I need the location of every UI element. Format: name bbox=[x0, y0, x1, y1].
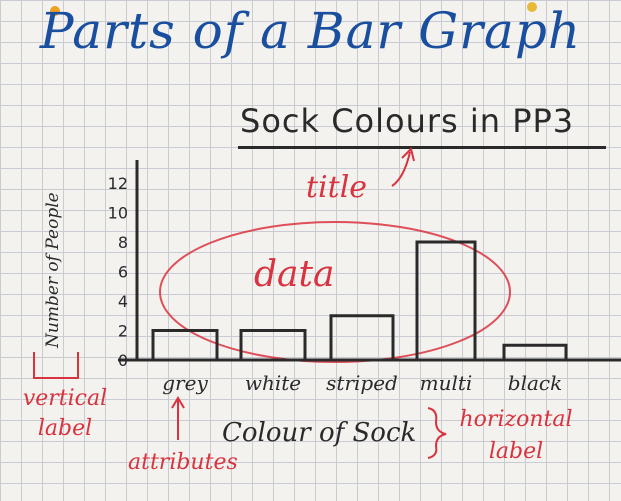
bar-grey bbox=[151, 329, 219, 362]
y-tick-label: 12 bbox=[108, 174, 128, 193]
x-tick-label: black bbox=[508, 371, 562, 395]
chart-title: Sock Colours in PP3 bbox=[240, 102, 575, 140]
bar-black bbox=[502, 343, 568, 362]
data-ellipse bbox=[159, 221, 511, 363]
title-annotation: title bbox=[306, 170, 368, 205]
horizontal-bracket bbox=[427, 407, 447, 459]
vertical-label-line1: vertical bbox=[22, 386, 108, 411]
bar-striped bbox=[329, 314, 395, 362]
y-axis-label: Number of People bbox=[43, 192, 63, 348]
vertical-bracket bbox=[33, 352, 79, 379]
horizontal-label-line2: label bbox=[488, 439, 544, 464]
attributes-arrow-head bbox=[171, 396, 185, 409]
data-annotation: data bbox=[254, 254, 335, 295]
y-tick-label: 8 bbox=[118, 233, 128, 252]
bar-multi bbox=[415, 240, 477, 362]
title-underline bbox=[238, 146, 606, 149]
poster-title: Parts of a Bar Graph bbox=[39, 2, 582, 60]
vertical-label-annotation: vertical label bbox=[10, 384, 120, 444]
pushpin-icon bbox=[527, 2, 537, 12]
horizontal-label-annotation: horizontal label bbox=[446, 404, 586, 468]
y-tick-label: 2 bbox=[118, 322, 128, 341]
y-tick-label: 4 bbox=[118, 292, 128, 311]
title-arrow bbox=[391, 151, 411, 187]
vertical-label-line2: label bbox=[37, 416, 93, 441]
pushpin-icon bbox=[50, 6, 60, 16]
x-tick-label: white bbox=[245, 371, 301, 395]
title-arrow-head bbox=[401, 147, 415, 162]
y-tick-label: 6 bbox=[118, 263, 128, 282]
horizontal-label-line1: horizontal bbox=[459, 407, 573, 432]
x-tick-label: striped bbox=[326, 371, 398, 395]
x-tick-label: multi bbox=[420, 371, 473, 395]
x-tick-label: grey bbox=[162, 371, 208, 395]
attributes-annotation: attributes bbox=[128, 450, 238, 475]
bar-white bbox=[239, 329, 307, 362]
y-tick-label: 0 bbox=[118, 351, 128, 370]
y-tick-label: 10 bbox=[108, 204, 128, 223]
x-axis-label: Colour of Sock bbox=[222, 418, 417, 448]
